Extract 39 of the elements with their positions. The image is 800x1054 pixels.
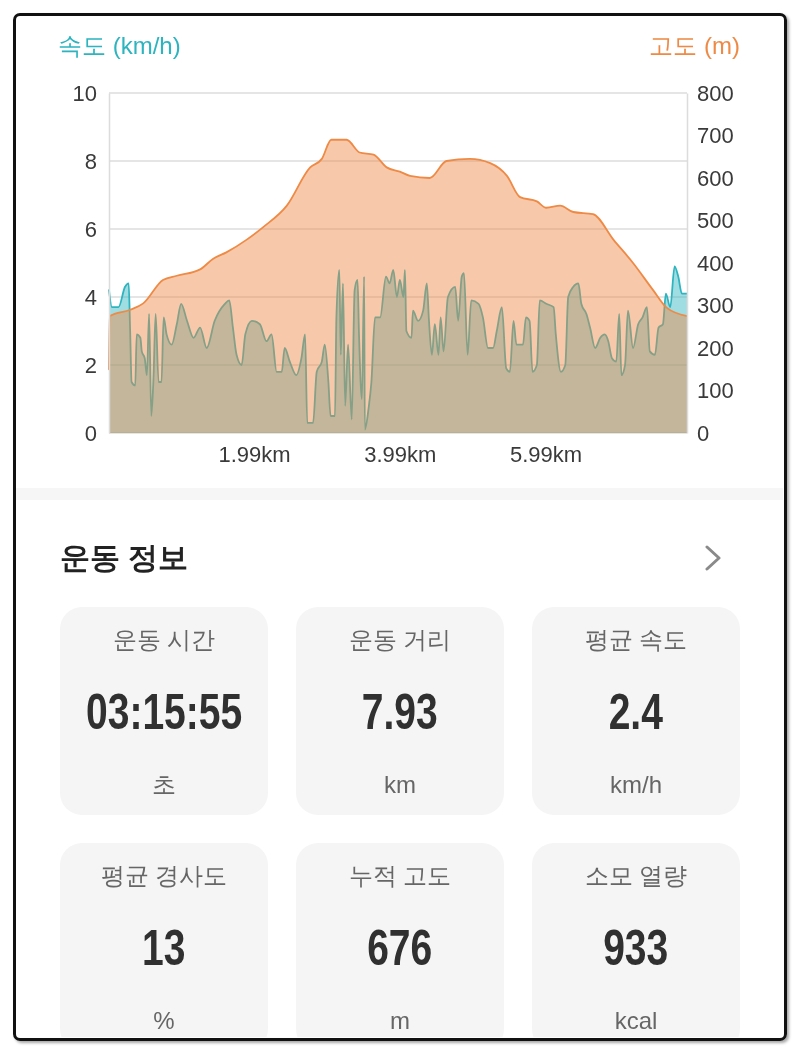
text: m xyxy=(389,1006,411,1036)
text: 2.4 xyxy=(608,683,664,741)
text: kcal xyxy=(613,1006,659,1036)
text: 평균 속도 xyxy=(583,625,689,655)
y2-tick-label: 800 xyxy=(697,80,734,106)
text: 운동 정보 xyxy=(60,540,189,576)
text: 소모 열량 xyxy=(583,861,689,891)
y2-axis-title: 고도 (m) xyxy=(649,32,740,59)
y2-tick-label: 300 xyxy=(697,293,734,319)
x-tick-label: 1.99km xyxy=(218,441,291,467)
y2-tick-label: 0 xyxy=(697,420,710,446)
y2-tick-label: 200 xyxy=(697,335,734,361)
y-tick-label: 4 xyxy=(84,284,97,310)
x-tick-label: 3.99km xyxy=(364,441,437,467)
text: 누적 고도 xyxy=(347,861,453,891)
text: 676 xyxy=(367,919,433,977)
y-tick-label: 10 xyxy=(72,80,97,106)
text: % xyxy=(152,1006,176,1036)
text: 운동 시간 xyxy=(111,625,217,655)
y-axis-title: 속도 (km/h) xyxy=(58,32,181,59)
y-tick-label: 0 xyxy=(84,420,97,446)
text: 13 xyxy=(142,919,186,977)
text: 평균 경사도 xyxy=(99,861,229,891)
text: 운동 거리 xyxy=(347,625,453,655)
text: 933 xyxy=(603,919,669,977)
y2-tick-label: 700 xyxy=(697,123,734,149)
y2-tick-label: 400 xyxy=(697,250,734,276)
y-tick-label: 8 xyxy=(84,148,97,174)
y2-tick-label: 600 xyxy=(697,165,734,191)
text: 초 xyxy=(151,770,177,800)
y-tick-label: 2 xyxy=(84,352,97,378)
text: km/h xyxy=(609,770,663,800)
x-tick-label: 5.99km xyxy=(510,441,583,467)
y2-tick-label: 500 xyxy=(697,208,734,234)
y-tick-label: 6 xyxy=(84,216,97,242)
text: 03:15:55 xyxy=(85,683,243,741)
text: km xyxy=(383,770,417,800)
text: 7.93 xyxy=(362,683,438,741)
y2-tick-label: 100 xyxy=(697,378,734,404)
